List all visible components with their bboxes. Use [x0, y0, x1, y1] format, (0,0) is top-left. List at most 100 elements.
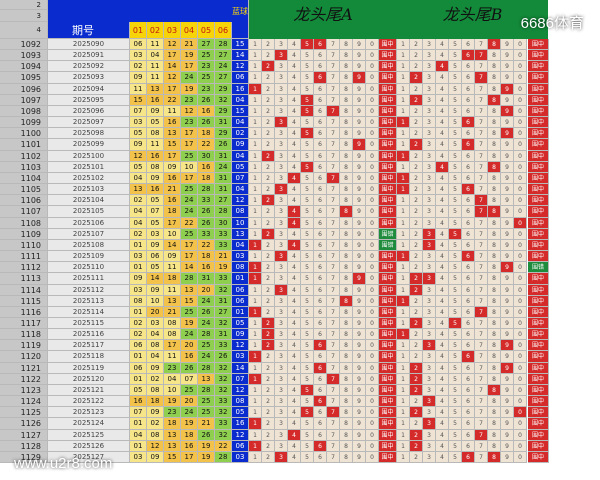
draw-number: 21	[164, 184, 181, 196]
grid-a-cell: 5	[301, 39, 314, 51]
draw-number: 25	[198, 407, 215, 419]
grid-a-cell: 9	[353, 39, 366, 51]
draw-number: 16	[198, 262, 215, 274]
grid-a-cell: 6	[314, 150, 327, 162]
draw-number: 22	[181, 217, 198, 229]
draw-number: 22	[164, 94, 181, 106]
grid-b-cell: 1	[397, 206, 410, 218]
grid-a-cell: 3	[275, 161, 288, 173]
grid-a-cell: 6	[314, 362, 327, 374]
grid-a-cell: 3	[275, 217, 288, 229]
grid-b-cell: 0	[514, 295, 527, 307]
grid-b-cell: 5	[449, 172, 462, 185]
grid-b-cell: 7	[475, 239, 488, 252]
draw-number: 08	[164, 318, 181, 330]
grid-a-cell: 2	[262, 451, 275, 464]
draw-number: 26	[215, 139, 232, 151]
watermark-top: 6686体育	[520, 15, 584, 32]
status-b: 围中	[528, 384, 549, 397]
grid-b-cell: 1	[397, 451, 410, 464]
grid-b-cell: 4	[436, 94, 449, 106]
grid-b-cell: 0	[514, 418, 527, 430]
draw-number: 31	[215, 150, 232, 162]
grid-b-cell: 7	[475, 139, 488, 151]
draw-number: 13	[164, 429, 181, 441]
grid-a-cell: 0	[366, 105, 379, 118]
period-cell: 2025101	[48, 161, 130, 173]
grid-a-cell: 4	[288, 440, 301, 452]
draw-number: 10	[147, 295, 164, 307]
grid-a-cell: 2	[262, 239, 275, 252]
grid-a-cell: 6	[314, 94, 327, 106]
grid-b-cell: 0	[514, 373, 527, 385]
grid-b-cell: 2	[410, 72, 423, 84]
grid-b-cell: 4	[436, 117, 449, 129]
grid-b-cell: 4	[436, 195, 449, 207]
grid-a-cell: 9	[353, 72, 366, 84]
grid-b-cell: 9	[501, 83, 514, 95]
grid-a-cell: 1	[249, 105, 262, 118]
grid-b-cell: 5	[449, 195, 462, 207]
draw-number: 16	[181, 351, 198, 363]
status-a: 围中	[379, 251, 397, 263]
grid-a-cell: 6	[314, 407, 327, 419]
draw-number: 12	[164, 39, 181, 51]
grid-a-cell: 8	[340, 384, 353, 397]
period-cell: 2025122	[48, 396, 130, 408]
draw-number: 17	[181, 128, 198, 140]
grid-a-cell: 6	[314, 128, 327, 140]
grid-a-cell: 5	[301, 429, 314, 441]
grid-b-cell: 9	[501, 418, 514, 430]
grid-a-cell: 9	[353, 451, 366, 464]
draw-number: 31	[215, 172, 232, 185]
row-number: 1115	[0, 295, 48, 307]
grid-b-cell: 7	[475, 273, 488, 285]
draw-number: 19	[215, 262, 232, 274]
status-a: 围中	[379, 139, 397, 151]
grid-a-cell: 5	[301, 262, 314, 274]
grid-b-cell: 2	[410, 228, 423, 240]
draw-number: 09	[130, 139, 147, 151]
grid-a-cell: 6	[314, 184, 327, 196]
draw-number: 10	[164, 228, 181, 240]
draw-number: 16	[198, 105, 215, 118]
grid-b-cell: 1	[397, 273, 410, 285]
grid-b-cell: 3	[423, 262, 436, 274]
status-b: 围中	[528, 94, 549, 106]
draw-number: 14	[147, 273, 164, 285]
grid-a-cell: 9	[353, 206, 366, 218]
grid-a-cell: 6	[314, 83, 327, 95]
draw-number: 04	[164, 373, 181, 385]
draw-number: 29	[215, 105, 232, 118]
period-cell: 2025114	[48, 306, 130, 318]
draw-number: 08	[147, 128, 164, 140]
grid-b-cell: 7	[475, 228, 488, 240]
draw-number: 28	[198, 329, 215, 341]
grid-b-cell: 4	[436, 83, 449, 95]
draw-number: 22	[198, 239, 215, 252]
grid-a-cell: 8	[340, 94, 353, 106]
row-number: 1112	[0, 262, 48, 274]
draw-number: 26	[198, 429, 215, 441]
status-b: 围中	[528, 284, 549, 296]
grid-b-cell: 8	[488, 418, 501, 430]
header-row-number: 3	[0, 10, 48, 22]
grid-a-cell: 3	[275, 72, 288, 84]
grid-b-cell: 7	[475, 94, 488, 106]
grid-a-cell: 4	[288, 407, 301, 419]
grid-a-cell: 4	[288, 418, 301, 430]
grid-b-cell: 0	[514, 83, 527, 95]
grid-a-cell: 1	[249, 228, 262, 240]
draw-number: 01	[130, 440, 147, 452]
grid-a-cell: 1	[249, 94, 262, 106]
draw-number: 06	[147, 251, 164, 263]
draw-number: 25	[181, 228, 198, 240]
grid-a-cell: 8	[340, 418, 353, 430]
grid-b-cell: 8	[488, 217, 501, 229]
grid-a-cell: 4	[288, 295, 301, 307]
draw-number: 03	[147, 228, 164, 240]
draw-number: 01	[130, 351, 147, 363]
grid-b-cell: 4	[436, 407, 449, 419]
draw-number: 12	[164, 72, 181, 84]
grid-a-cell: 0	[366, 418, 379, 430]
